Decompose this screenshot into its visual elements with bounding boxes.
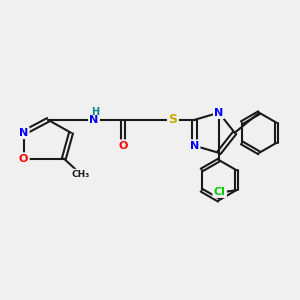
- Text: O: O: [118, 141, 128, 151]
- Text: N: N: [19, 128, 28, 138]
- Text: S: S: [169, 113, 178, 126]
- Text: N: N: [190, 141, 199, 151]
- Text: N: N: [89, 115, 99, 125]
- Text: O: O: [19, 154, 28, 164]
- Text: H: H: [92, 107, 100, 117]
- Text: CH₃: CH₃: [72, 170, 90, 179]
- Text: N: N: [214, 108, 224, 118]
- Text: Cl: Cl: [214, 187, 226, 196]
